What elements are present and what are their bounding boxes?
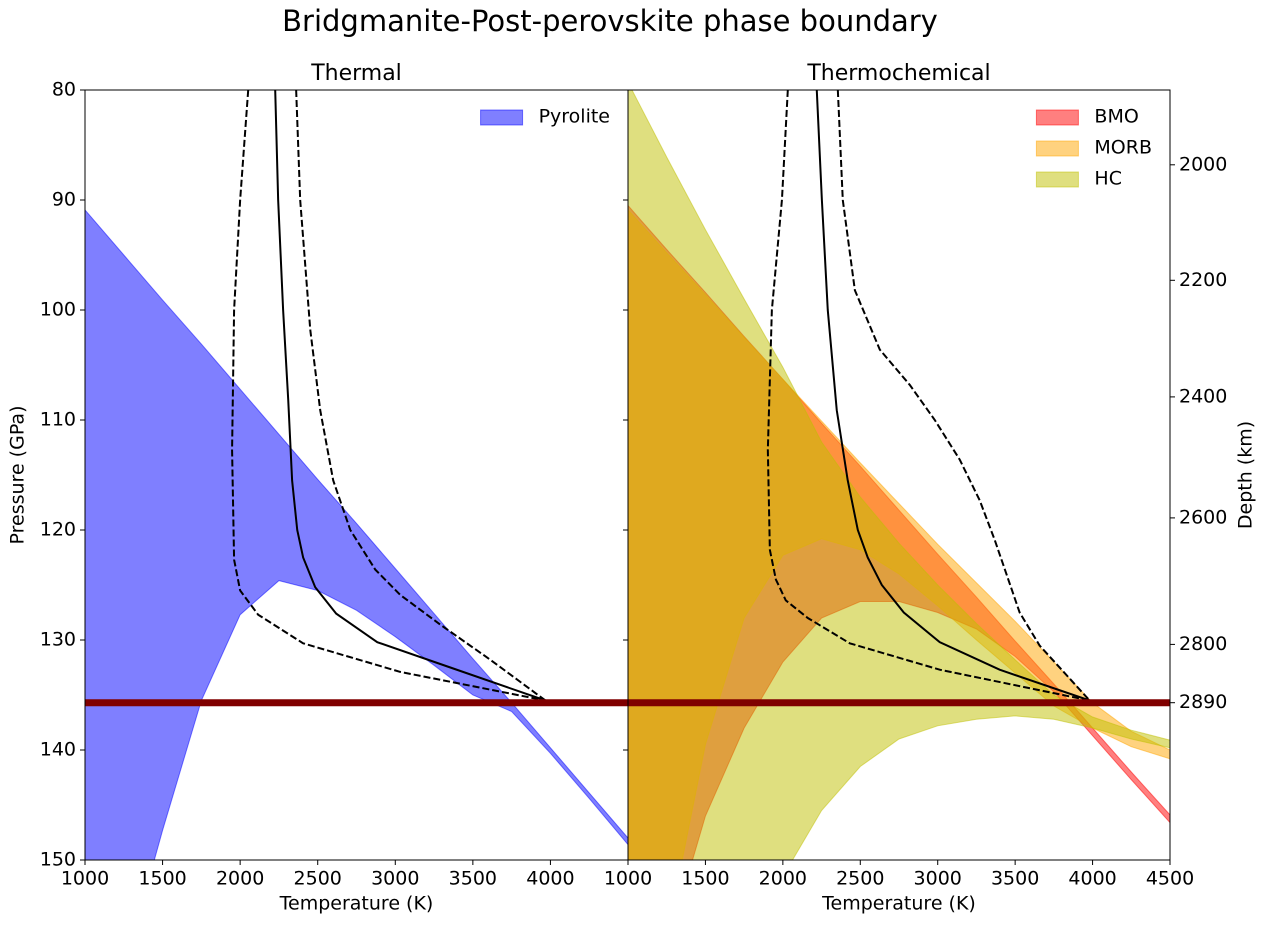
plot-area — [628, 90, 1170, 860]
y-tick-label: 110 — [40, 409, 76, 431]
x-tick-label: 2000 — [759, 868, 807, 890]
legend-label: MORB — [1094, 137, 1152, 159]
x-tick-label: 1000 — [604, 868, 652, 890]
y-tick-label: 80 — [52, 79, 76, 101]
legend-swatch — [1035, 109, 1079, 126]
band — [85, 209, 628, 860]
legend-swatch — [1035, 140, 1079, 157]
x-tick-label: 1500 — [138, 868, 186, 890]
axes-title: Thermal — [310, 61, 402, 86]
axes-title: Thermochemical — [806, 61, 990, 86]
x-tick-label: 2500 — [836, 868, 884, 890]
y-axis-label: Pressure (GPa) — [7, 406, 29, 545]
y2-tick-label: 2600 — [1179, 506, 1227, 528]
figure-title: Bridgmanite-Post-perovskite phase bounda… — [282, 4, 938, 38]
y-tick-label: 140 — [40, 739, 76, 761]
geotherm-line — [836, 90, 1091, 702]
x-tick-label: 1500 — [681, 868, 729, 890]
x-tick-label: 2000 — [216, 868, 264, 890]
legend-label: Pyrolite — [539, 106, 610, 128]
y2-tick-label: 2800 — [1179, 633, 1227, 655]
x-tick-label: 4500 — [1146, 868, 1194, 890]
x-tick-label: 4000 — [1068, 868, 1116, 890]
x-axis-label: Temperature (K) — [821, 893, 976, 915]
y2-tick-label: 2000 — [1179, 153, 1227, 175]
x-axis-label: Temperature (K) — [279, 893, 434, 915]
y-tick-label: 90 — [52, 189, 76, 211]
geotherm-line — [295, 90, 547, 702]
x-tick-label: 3000 — [914, 868, 962, 890]
y-tick-label: 120 — [40, 519, 76, 541]
axes-frame — [627, 89, 1171, 861]
geotherm-line — [274, 90, 546, 702]
x-tick-label: 3000 — [371, 868, 419, 890]
band — [628, 90, 1170, 860]
legend-swatch — [1035, 171, 1079, 188]
y-tick-label: 100 — [40, 299, 76, 321]
y2-tick-label: 2200 — [1179, 269, 1227, 291]
y2-tick-label: 2890 — [1179, 691, 1227, 713]
y2-tick-label: 2400 — [1179, 385, 1227, 407]
x-tick-label: 2500 — [294, 868, 342, 890]
geotherm-line — [231, 90, 546, 702]
geotherm-line — [766, 90, 1090, 702]
legend-label: HC — [1094, 168, 1122, 190]
y-tick-label: 130 — [40, 629, 76, 651]
legend-label: BMO — [1094, 106, 1138, 128]
x-tick-label: 3500 — [991, 868, 1039, 890]
x-tick-label: 3500 — [449, 868, 497, 890]
x-tick-label: 4000 — [526, 868, 574, 890]
y2-axis-label: Depth (km) — [1235, 421, 1257, 529]
legend-swatch — [480, 109, 524, 126]
plot-area — [85, 90, 628, 860]
x-tick-label: 1000 — [61, 868, 109, 890]
geotherm-line — [815, 90, 1090, 702]
y-tick-label: 150 — [40, 849, 76, 871]
